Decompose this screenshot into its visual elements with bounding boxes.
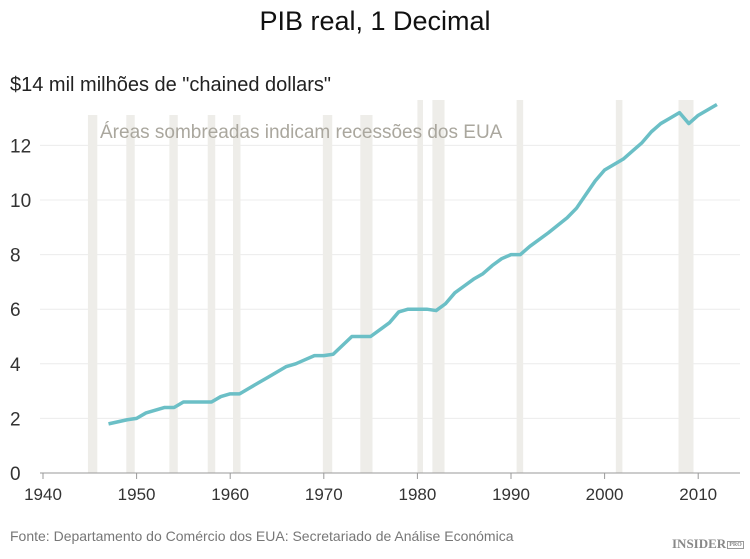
recession-band [169,115,178,473]
x-tick-label: 2010 [679,485,717,504]
source-note: Fonte: Departamento do Comércio dos EUA:… [10,528,514,544]
x-tick-label: 1970 [305,485,343,504]
logo-text: INSIDER [672,536,727,551]
recession-band [432,100,445,473]
recession-band [417,100,424,473]
recession-band [322,115,333,473]
chart-title: PIB real, 1 Decimal [259,6,491,36]
recession-band [615,100,623,473]
recession-band [360,115,373,473]
x-tick-label: 1950 [118,485,156,504]
y-axis-label: $14 mil milhões de "chained dollars" [10,74,332,96]
y-tick-label: 8 [10,246,21,267]
gdp-line [108,102,718,426]
y-tick-label: 12 [10,136,31,157]
x-tick-label: 1940 [24,485,62,504]
y-tick-label: 10 [10,191,31,212]
y-tick-label: 6 [10,300,21,321]
logo-badge: PRO [727,541,744,550]
y-tick-label: 4 [10,355,21,376]
recession-band [87,115,98,473]
x-tick-label: 1980 [398,485,436,504]
x-tick-label: 1960 [211,485,249,504]
recession-band [207,115,216,473]
x-tick-label: 1990 [492,485,530,504]
recession-band [678,100,694,473]
y-tick-label: 0 [10,464,21,485]
recession-band [233,115,241,473]
recession-band [126,115,135,473]
insider-pro-logo: INSIDER PRO [672,536,744,552]
recession-band [516,100,524,473]
y-tick-label: 2 [10,409,21,430]
recession-annotation: Áreas sombreadas indicam recessões dos E… [100,122,503,143]
x-tick-label: 2000 [586,485,624,504]
